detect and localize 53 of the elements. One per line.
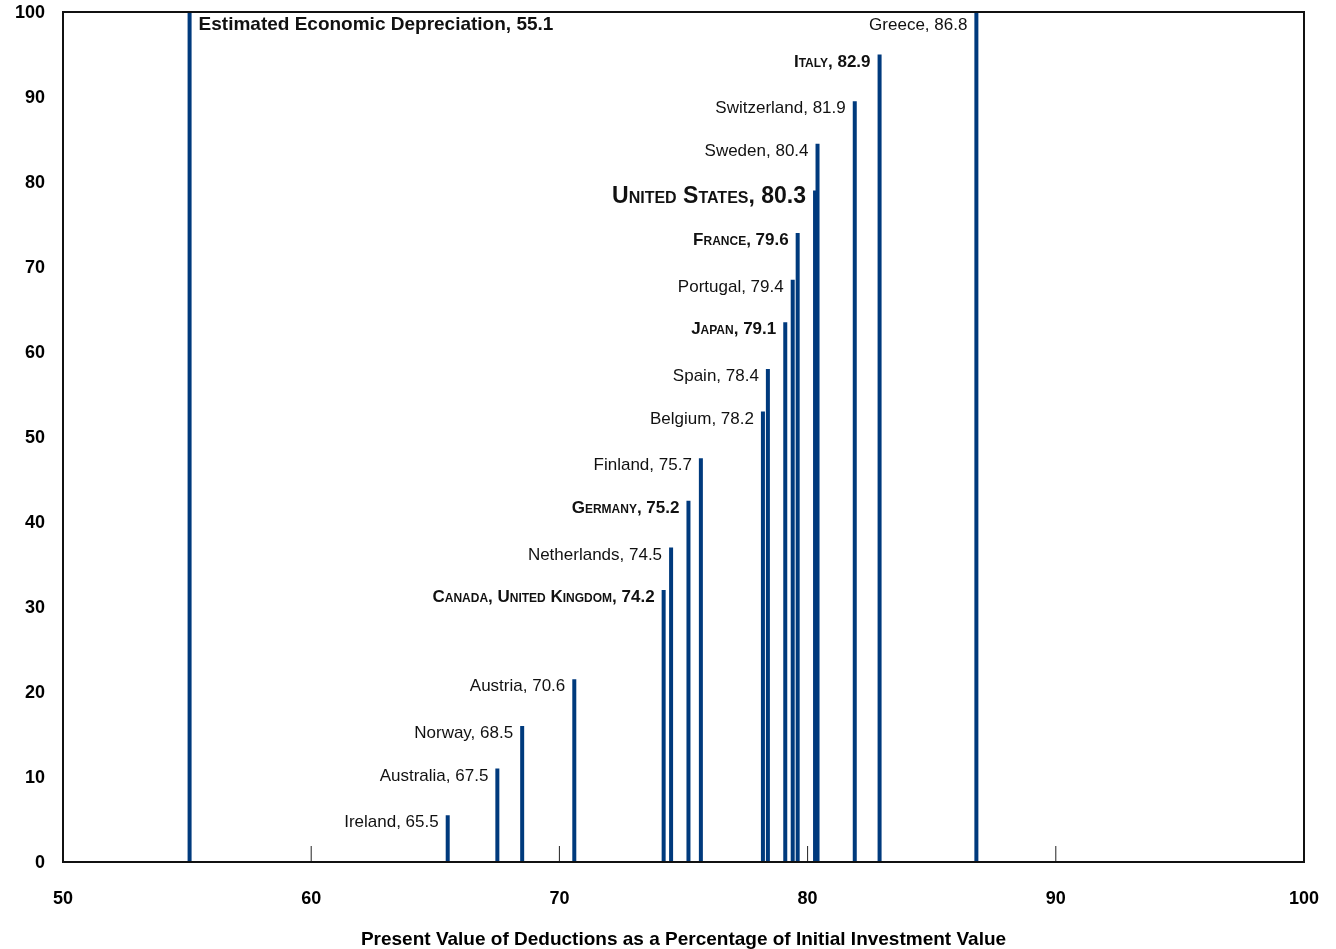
bar [795,233,800,862]
annotation: Finland, 75.7 [593,455,692,475]
bar [852,101,857,862]
y-tick-label: 90 [24,87,45,107]
bar [877,54,882,862]
x-tick-label: 90 [1045,888,1066,908]
y-tick-label: 60 [24,342,45,362]
annotation: Norway, 68.5 [414,723,514,742]
annotation: Estimated Economic Depreciation, 55.1 [198,13,554,34]
annotation: Germany, 75.2 [571,497,680,517]
annotation: Canada, United Kingdom, 74.2 [432,587,655,606]
annotation: Japan, 79.1 [691,319,777,339]
bar [669,547,674,862]
bar [686,500,691,862]
annotation: Netherlands, 74.5 [527,544,663,564]
x-tick-label: 80 [797,888,818,908]
bar [765,369,770,862]
y-tick-label: 100 [14,2,45,22]
y-tick-label: 80 [24,172,45,192]
annotation: Portugal, 79.4 [677,276,784,296]
x-tick-label: 100 [1288,888,1320,908]
bar [783,322,788,862]
y-tick-label: 30 [24,597,45,617]
annotation: United States, 80.3 [612,181,807,208]
bar [572,679,577,862]
y-tick-label: 20 [24,682,45,702]
bar [661,590,666,862]
annotation: Ireland, 65.5 [344,812,439,832]
y-tick-label: 10 [24,767,45,787]
bar [974,12,979,862]
annotation: Belgium, 78.2 [649,408,754,428]
y-tick-label: 70 [24,257,45,277]
annotation: France, 79.6 [693,230,789,249]
annotation: Spain, 78.4 [672,366,759,385]
x-axis-title: Present Value of Deductions as a Percentage of Initial Investment Value [360,928,1007,949]
annotation: Greece, 86.8 [869,15,968,34]
y-tick-label: 0 [34,852,45,872]
y-tick-label: 50 [24,427,45,447]
bar [520,726,525,862]
bar [187,12,192,862]
y-tick-label: 40 [24,512,45,532]
bar [698,458,703,862]
annotation: Sweden, 80.4 [704,140,809,160]
bar [815,143,820,862]
x-tick-label: 60 [301,888,322,908]
bar [495,768,500,862]
annotation: Australia, 67.5 [379,765,489,785]
annotation: Austria, 70.6 [469,676,566,696]
annotation: Italy, 82.9 [793,51,871,71]
annotation: Switzerland, 81.9 [715,98,846,118]
x-tick-label: 70 [549,888,570,908]
x-tick-label: 50 [52,888,74,908]
bar [445,815,450,862]
